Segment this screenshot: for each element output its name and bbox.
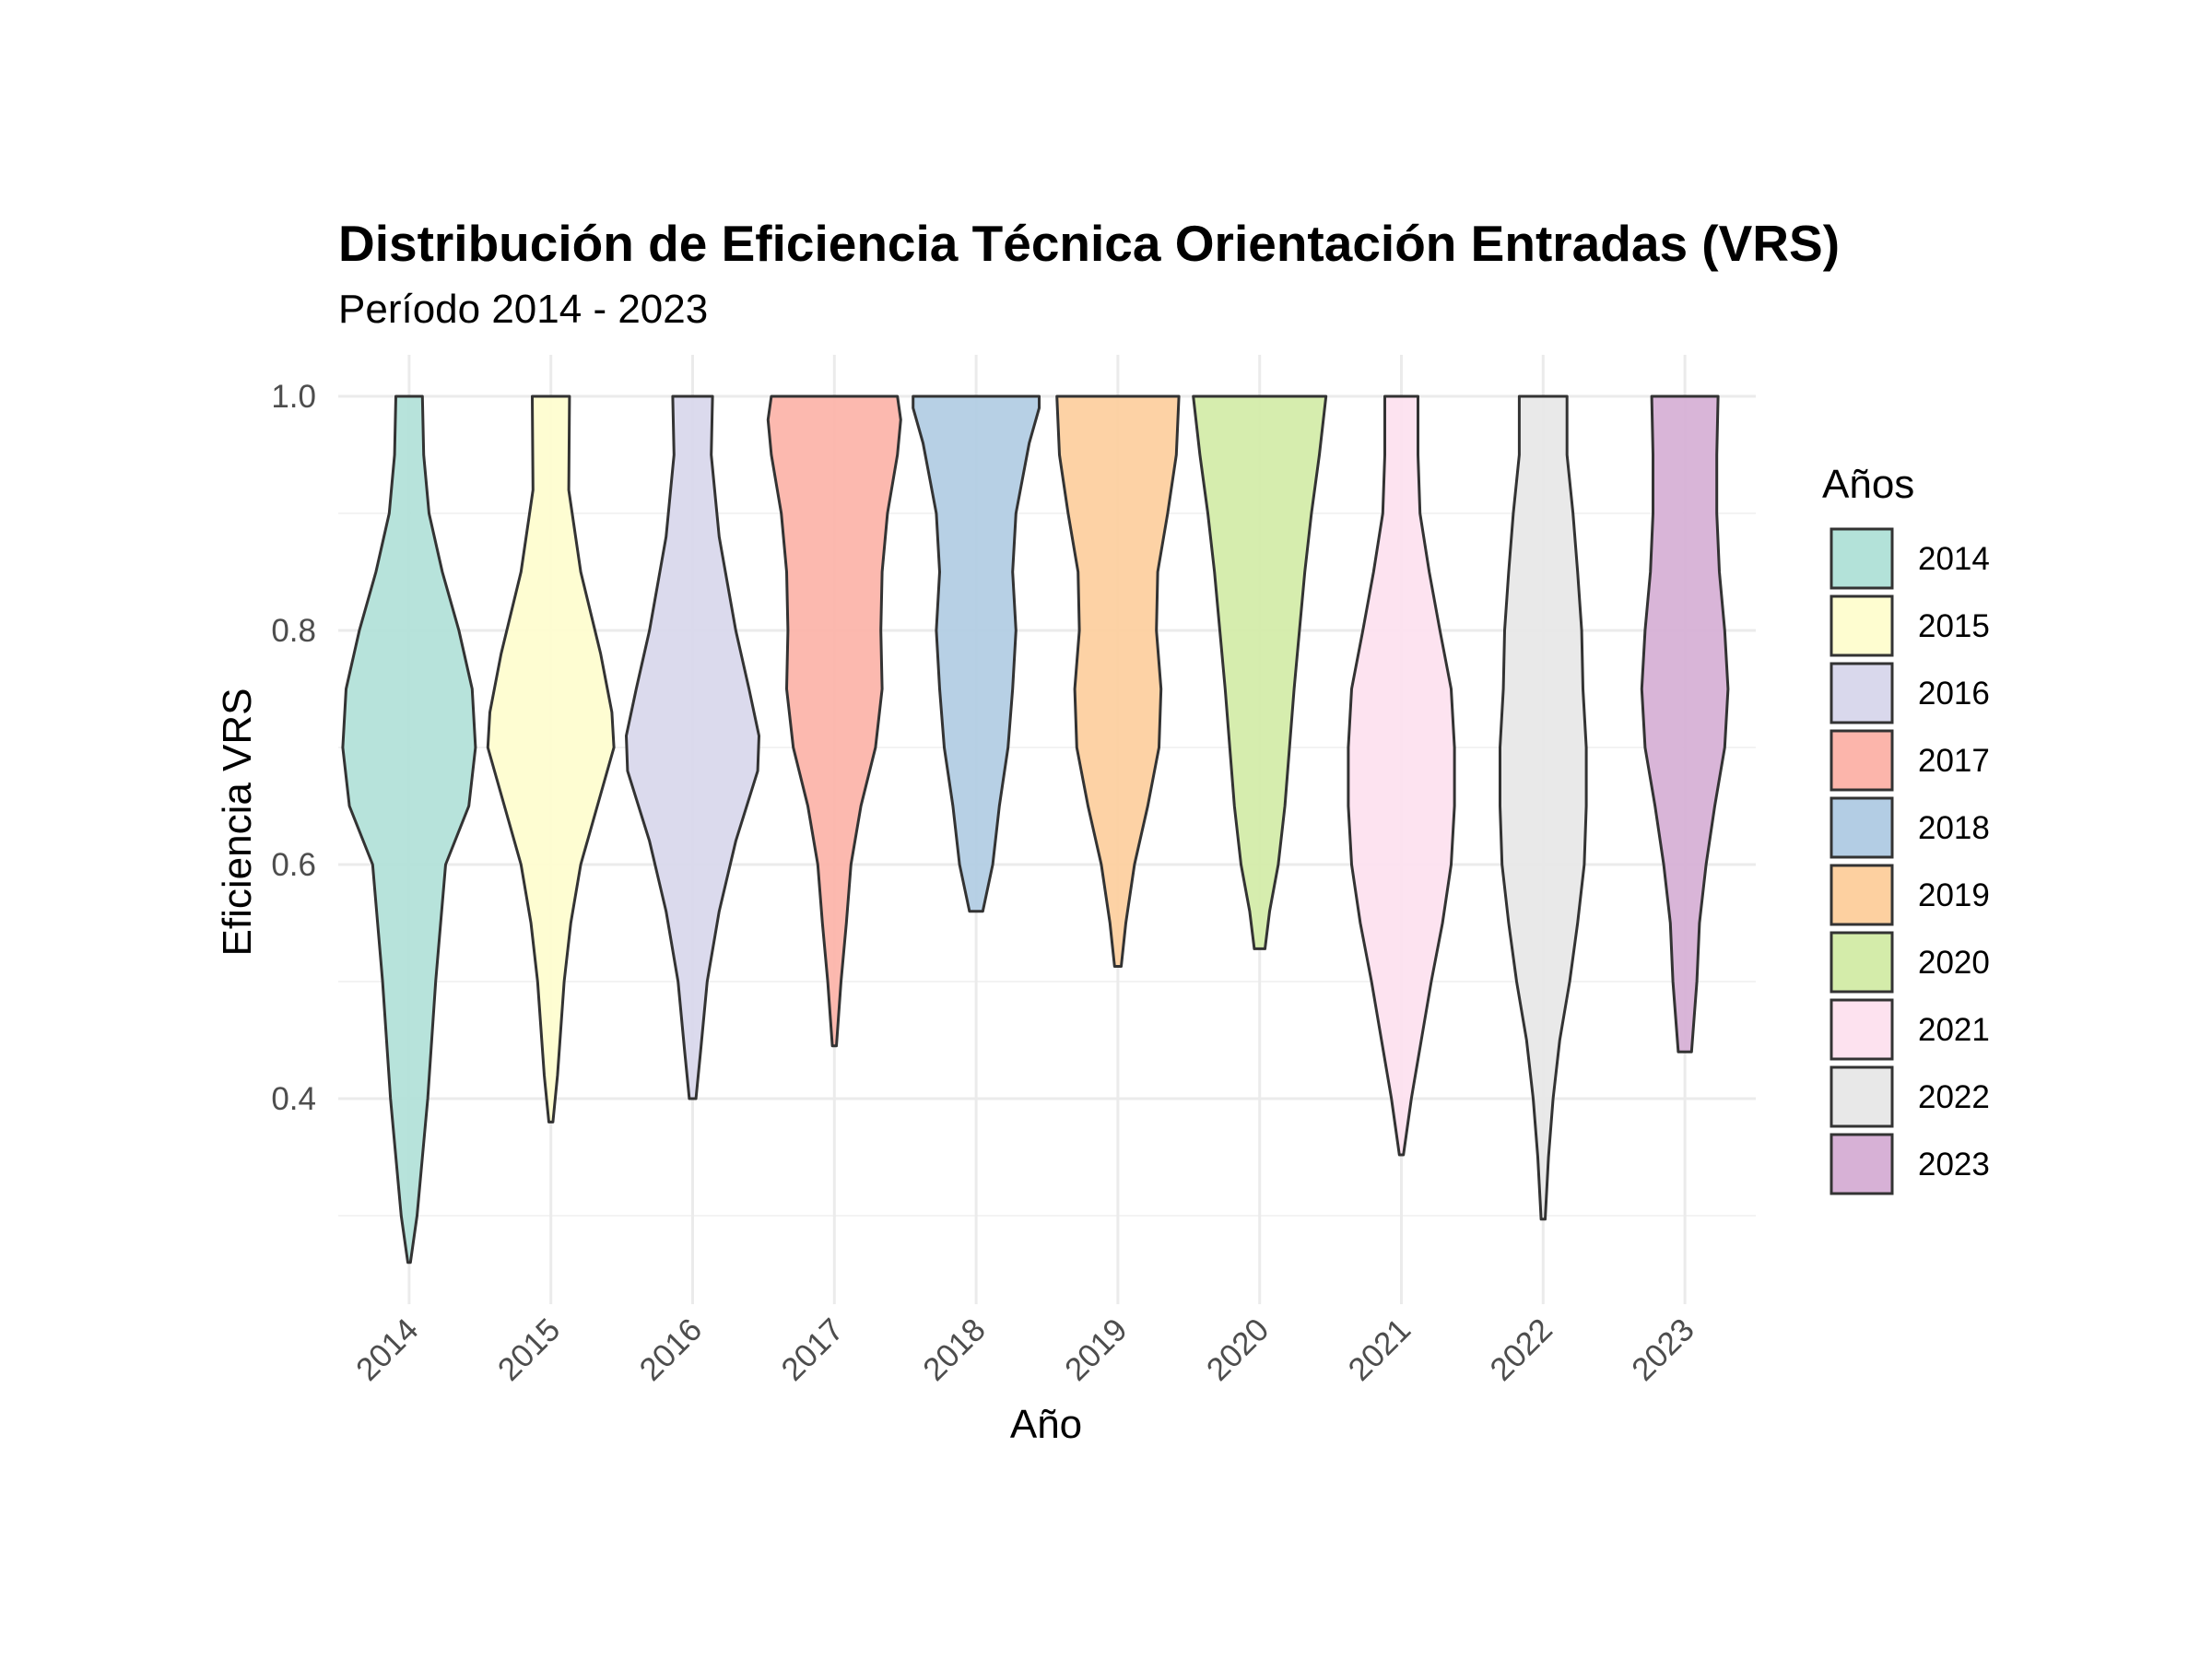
x-tick-label: 2017 bbox=[774, 1312, 851, 1388]
legend-key-2017 bbox=[1830, 729, 1894, 792]
y-axis-title: Eficiencia VRS bbox=[215, 688, 260, 956]
x-tick-label: 2021 bbox=[1342, 1312, 1418, 1388]
chart-title: Distribución de Eficiencia Técnica Orien… bbox=[338, 215, 1840, 272]
violin-2021 bbox=[1347, 394, 1456, 1157]
violin-2017 bbox=[766, 394, 902, 1048]
violin-2018 bbox=[912, 394, 1041, 913]
x-tick-label: 2014 bbox=[349, 1312, 426, 1388]
legend-label: 2017 bbox=[1918, 743, 1990, 779]
legend-label: 2021 bbox=[1918, 1012, 1990, 1048]
x-tick-label: 2023 bbox=[1625, 1312, 1701, 1388]
y-tick-label: 1.0 bbox=[271, 379, 316, 415]
y-tick-label: 0.6 bbox=[271, 847, 316, 883]
x-axis-ticks: 2014 2015 2016 2017 2018 2019 2020 2021 2022 2023 bbox=[349, 1312, 1701, 1388]
violin-2015 bbox=[486, 394, 616, 1124]
violin-2020 bbox=[1192, 394, 1328, 950]
violin-2019 bbox=[1055, 394, 1181, 968]
x-tick-label: 2018 bbox=[916, 1312, 993, 1388]
y-tick-label: 0.8 bbox=[271, 613, 316, 649]
violin-2016 bbox=[625, 394, 760, 1100]
chart-subtitle: Período 2014 - 2023 bbox=[338, 287, 708, 332]
violin-2014 bbox=[341, 394, 477, 1265]
violins bbox=[341, 394, 1730, 1265]
x-tick-label: 2019 bbox=[1058, 1312, 1135, 1388]
legend-label: 2018 bbox=[1918, 810, 1990, 846]
legend-label: 2019 bbox=[1918, 877, 1990, 913]
legend-label: 2016 bbox=[1918, 676, 1990, 712]
x-axis-title: Año bbox=[1010, 1402, 1082, 1447]
x-tick-label: 2022 bbox=[1483, 1312, 1559, 1388]
y-axis-ticks: 0.4 0.6 0.8 1.0 bbox=[271, 379, 316, 1117]
legend-key-2015 bbox=[1830, 594, 1894, 657]
legend-key-2021 bbox=[1830, 998, 1894, 1061]
legend: Años 2014 2015 2016 2017 2018 2019 2020 2021 202… bbox=[1822, 462, 1990, 1195]
legend-key-2022 bbox=[1830, 1065, 1894, 1128]
legend-label: 2023 bbox=[1918, 1147, 1990, 1182]
legend-key-2018 bbox=[1830, 796, 1894, 859]
legend-key-2020 bbox=[1830, 931, 1894, 994]
legend-label: 2022 bbox=[1918, 1079, 1990, 1115]
legend-label: 2015 bbox=[1918, 608, 1990, 644]
y-tick-label: 0.4 bbox=[271, 1081, 316, 1117]
x-tick-label: 2016 bbox=[633, 1312, 710, 1388]
legend-label: 2014 bbox=[1918, 541, 1990, 577]
legend-title: Años bbox=[1822, 462, 1914, 507]
x-tick-label: 2015 bbox=[491, 1312, 568, 1388]
violin-2023 bbox=[1640, 394, 1730, 1053]
violin-2022 bbox=[1499, 394, 1588, 1221]
x-tick-label: 2020 bbox=[1200, 1312, 1277, 1388]
legend-label: 2020 bbox=[1918, 945, 1990, 981]
legend-key-2016 bbox=[1830, 662, 1894, 724]
legend-key-2019 bbox=[1830, 864, 1894, 926]
legend-key-2014 bbox=[1830, 527, 1894, 590]
legend-key-2023 bbox=[1830, 1133, 1894, 1195]
